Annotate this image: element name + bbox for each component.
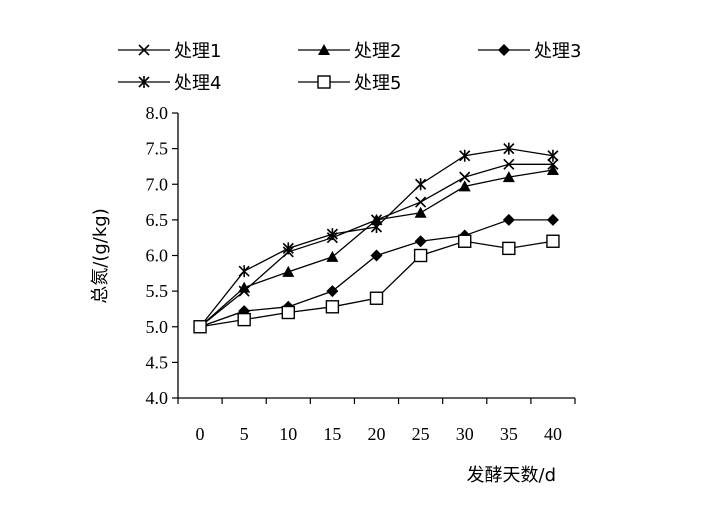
legend-swatch-marker <box>318 44 330 55</box>
legend-swatch-marker <box>138 76 150 88</box>
legend: 处理1 处理2 处理3 处理4 处理5 <box>118 41 581 94</box>
x-tick-label: 25 <box>412 424 430 444</box>
y-tick-label: 7.0 <box>146 174 169 194</box>
data-point <box>238 281 251 293</box>
data-point <box>415 178 427 191</box>
data-point <box>502 241 516 256</box>
data-point <box>370 249 383 262</box>
data-point <box>459 171 471 183</box>
x-tick-label: 30 <box>456 424 474 444</box>
x-ticks: 0 5 10 15 20 25 30 35 40 <box>177 398 576 444</box>
legend-label: 处理4 <box>174 73 221 94</box>
series-line <box>199 219 553 328</box>
x-axis-title: 发酵天数/d <box>467 465 557 486</box>
y-tick-label: 8.0 <box>146 103 169 123</box>
y-axis-title: 总氮/(g/kg) <box>90 208 111 303</box>
y-tick-label: 5.0 <box>146 317 169 337</box>
series-4 <box>194 142 559 333</box>
legend-item: 处理1 <box>118 41 221 62</box>
data-point <box>547 149 559 162</box>
data-point <box>193 320 207 334</box>
legend-swatch-marker <box>498 44 510 56</box>
data-point <box>458 180 471 192</box>
data-point <box>370 213 383 225</box>
data-point <box>503 158 515 170</box>
data-point <box>325 300 340 314</box>
y-tick-label: 4.5 <box>146 352 169 372</box>
x-tick-label: 35 <box>500 424 518 444</box>
data-point <box>370 221 383 233</box>
legend-swatch-marker <box>138 44 150 56</box>
legend-label: 处理2 <box>354 41 401 62</box>
data-point <box>326 285 339 298</box>
data-point <box>326 250 339 262</box>
data-point <box>282 242 294 255</box>
y-tick-label: 7.5 <box>146 139 169 159</box>
x-tick-label: 0 <box>196 424 205 444</box>
data-point <box>326 228 338 241</box>
data-point <box>414 206 427 218</box>
legend-swatch-marker <box>317 75 331 89</box>
data-point <box>546 234 560 248</box>
data-point <box>237 312 251 327</box>
y-tick-label: 5.5 <box>146 281 169 301</box>
x-tick-label: 20 <box>368 424 386 444</box>
y-tick-label: 4.0 <box>146 388 169 408</box>
x-tick-label: 10 <box>279 424 297 444</box>
data-point <box>459 149 471 162</box>
data-point <box>546 213 559 226</box>
data-point <box>282 265 295 277</box>
series-layer <box>193 142 560 334</box>
data-point <box>415 196 427 208</box>
legend-item: 处理4 <box>118 73 221 94</box>
x-tick-label: 15 <box>323 424 341 444</box>
y-tick-label: 6.0 <box>146 246 169 266</box>
data-point <box>281 305 295 320</box>
y-tick-label: 6.5 <box>146 210 169 230</box>
data-point <box>413 248 428 263</box>
data-point <box>502 213 515 226</box>
data-point <box>414 235 427 248</box>
legend-label: 处理5 <box>354 73 401 94</box>
series-5 <box>193 234 560 334</box>
y-ticks: 4.0 4.5 5.0 5.5 6.0 6.5 7.0 7.5 8.0 <box>146 103 178 408</box>
data-point <box>458 234 472 248</box>
legend-label: 处理1 <box>174 41 221 62</box>
data-point <box>502 171 515 183</box>
data-point <box>369 291 384 305</box>
x-tick-label: 5 <box>240 424 249 444</box>
x-tick-label: 40 <box>544 424 562 444</box>
data-point <box>503 142 515 155</box>
legend-item: 处理5 <box>298 73 401 94</box>
data-point <box>238 265 250 278</box>
legend-item: 处理2 <box>298 41 401 62</box>
data-point <box>546 164 559 175</box>
legend-label: 处理3 <box>534 41 581 62</box>
legend-item: 处理3 <box>478 41 581 62</box>
